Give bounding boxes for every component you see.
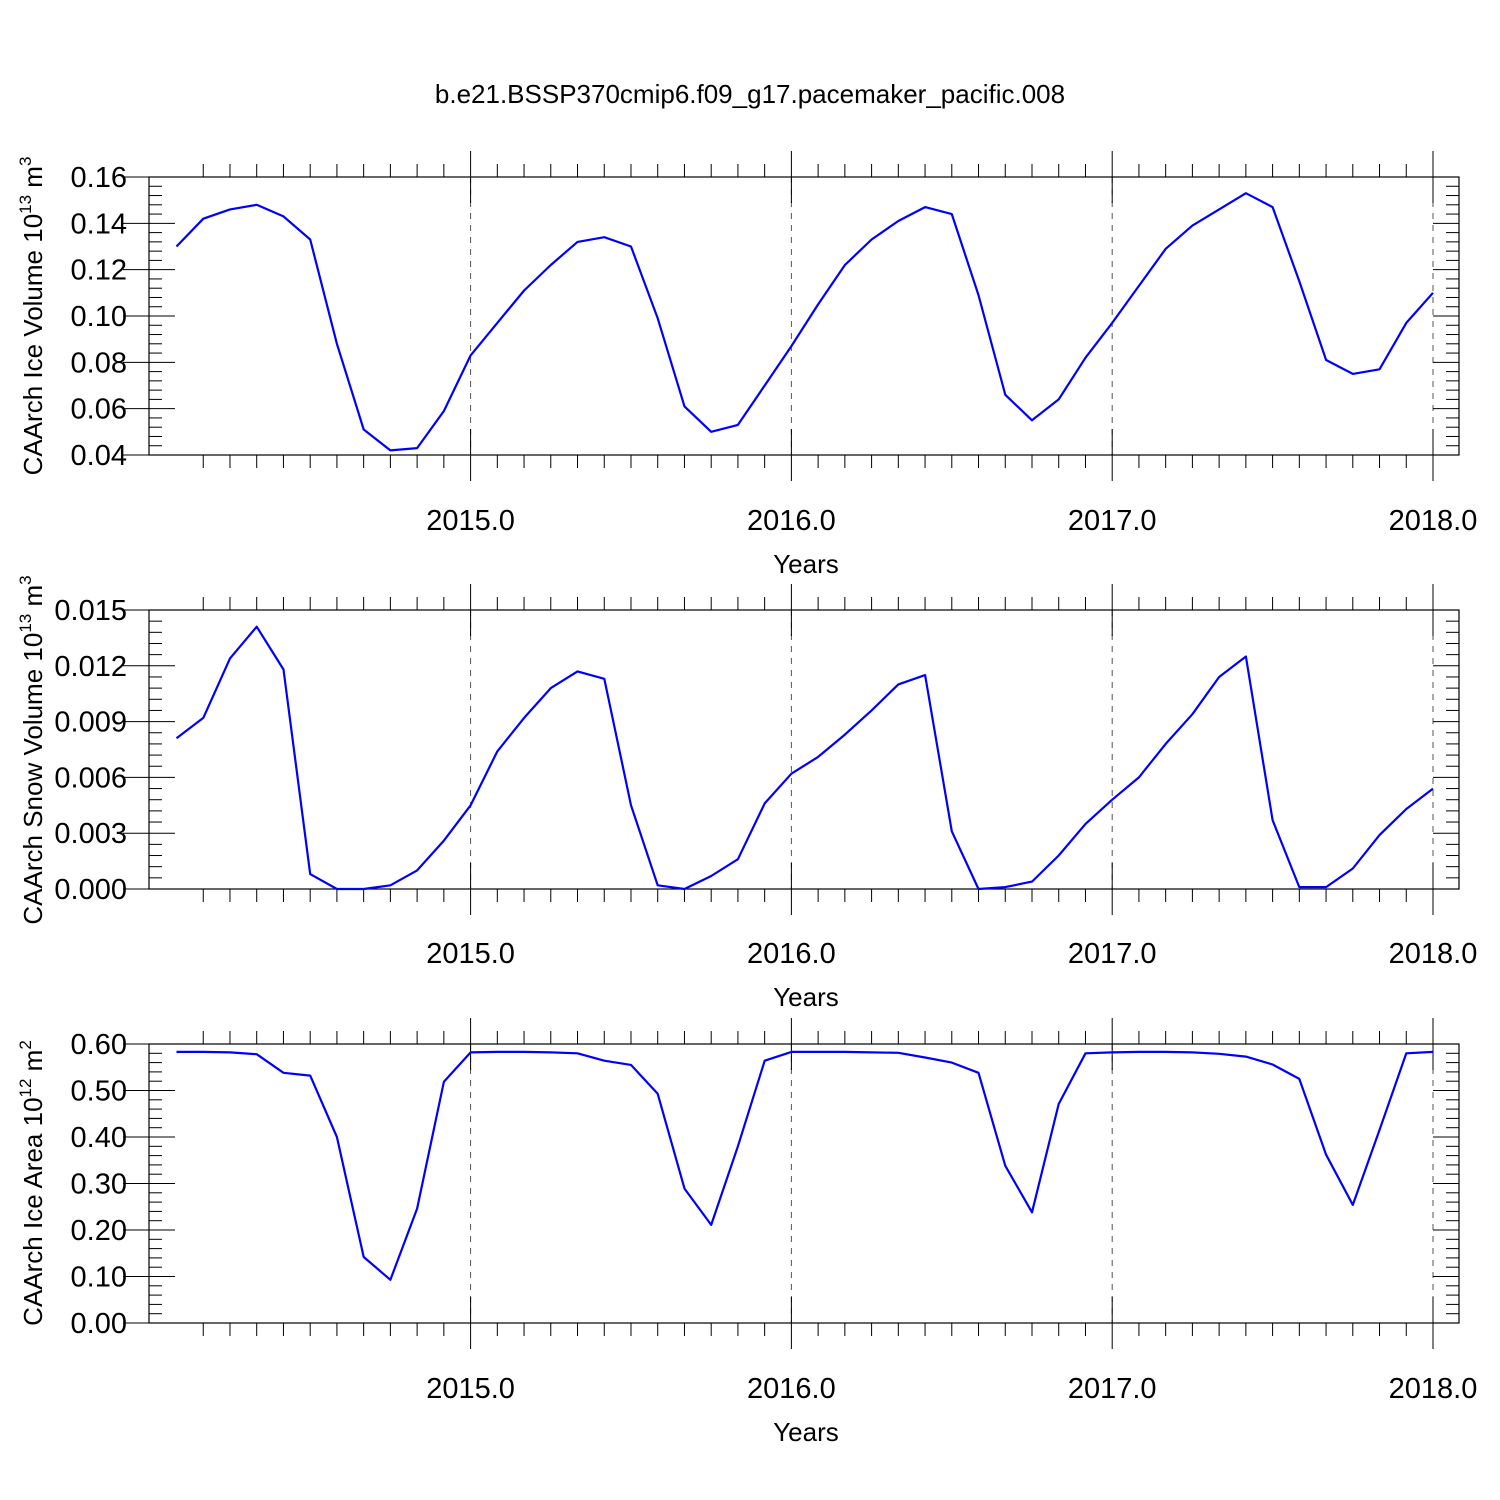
x-tick-label: 2016.0 bbox=[747, 1373, 836, 1405]
series-line bbox=[177, 627, 1434, 889]
panel-3: 0.00 0.10 0.20 0.30 0.40 0.50 0.60 2015.0 2016.0… bbox=[16, 1018, 1477, 1447]
x-axis-title: Years bbox=[773, 982, 839, 1012]
plot-frame bbox=[149, 610, 1459, 889]
y-tick-label: 0.12 bbox=[71, 255, 127, 287]
y-tick-label: 0.10 bbox=[71, 1262, 127, 1294]
x-axis-title: Years bbox=[773, 549, 839, 579]
plot-frame bbox=[149, 177, 1459, 455]
y-tick-label: 0.14 bbox=[71, 208, 127, 240]
x-tick-label: 2016.0 bbox=[747, 938, 836, 970]
y-tick-label: 0.04 bbox=[71, 440, 127, 472]
y-axis-title: CAArch Ice Area 1012 m2 bbox=[16, 1040, 48, 1326]
y-tick-label: 0.000 bbox=[54, 874, 127, 906]
y-tick-label: 0.50 bbox=[71, 1076, 127, 1108]
series-line bbox=[177, 193, 1434, 450]
y-tick-label: 0.00 bbox=[71, 1308, 127, 1340]
panel-2: 0.000 0.003 0.006 0.009 0.012 0.015 2015.0 2016… bbox=[16, 575, 1477, 1012]
x-tick-label: 2015.0 bbox=[426, 1373, 515, 1405]
chart-title: b.e21.BSSP370cmip6.f09_g17.pacemaker_pac… bbox=[435, 79, 1065, 109]
y-axis-title: CAArch Snow Volume 1013 m3 bbox=[16, 575, 48, 924]
x-tick-label: 2017.0 bbox=[1068, 505, 1157, 537]
y-tick-label: 0.003 bbox=[54, 818, 127, 850]
y-tick-label: 0.015 bbox=[54, 595, 127, 627]
y-tick-label: 0.012 bbox=[54, 651, 127, 683]
x-tick-label: 2018.0 bbox=[1389, 938, 1478, 970]
y-tick-label: 0.08 bbox=[71, 347, 127, 379]
plot-frame bbox=[149, 1044, 1459, 1323]
y-tick-label: 0.10 bbox=[71, 301, 127, 333]
y-tick-label: 0.06 bbox=[71, 394, 127, 426]
y-axis-title: CAArch Ice Volume 1013 m3 bbox=[16, 157, 48, 476]
y-tick-label: 0.006 bbox=[54, 762, 127, 794]
y-tick-label: 0.009 bbox=[54, 707, 127, 739]
x-tick-label: 2015.0 bbox=[426, 938, 515, 970]
x-axis-title: Years bbox=[773, 1417, 839, 1447]
y-tick-label: 0.16 bbox=[71, 162, 127, 194]
x-tick-label: 2017.0 bbox=[1068, 1373, 1157, 1405]
x-tick-label: 2017.0 bbox=[1068, 938, 1157, 970]
series-line bbox=[177, 1052, 1434, 1280]
y-tick-label: 0.20 bbox=[71, 1215, 127, 1247]
y-tick-label: 0.40 bbox=[71, 1122, 127, 1154]
x-tick-label: 2018.0 bbox=[1389, 505, 1478, 537]
panel-1: 0.04 0.06 0.08 0.10 0.12 0.14 0.16 2015.0 2016.0… bbox=[16, 151, 1477, 579]
x-tick-label: 2015.0 bbox=[426, 505, 515, 537]
y-tick-label: 0.60 bbox=[71, 1029, 127, 1061]
x-tick-label: 2018.0 bbox=[1389, 1373, 1478, 1405]
y-tick-label: 0.30 bbox=[71, 1169, 127, 1201]
x-tick-label: 2016.0 bbox=[747, 505, 836, 537]
